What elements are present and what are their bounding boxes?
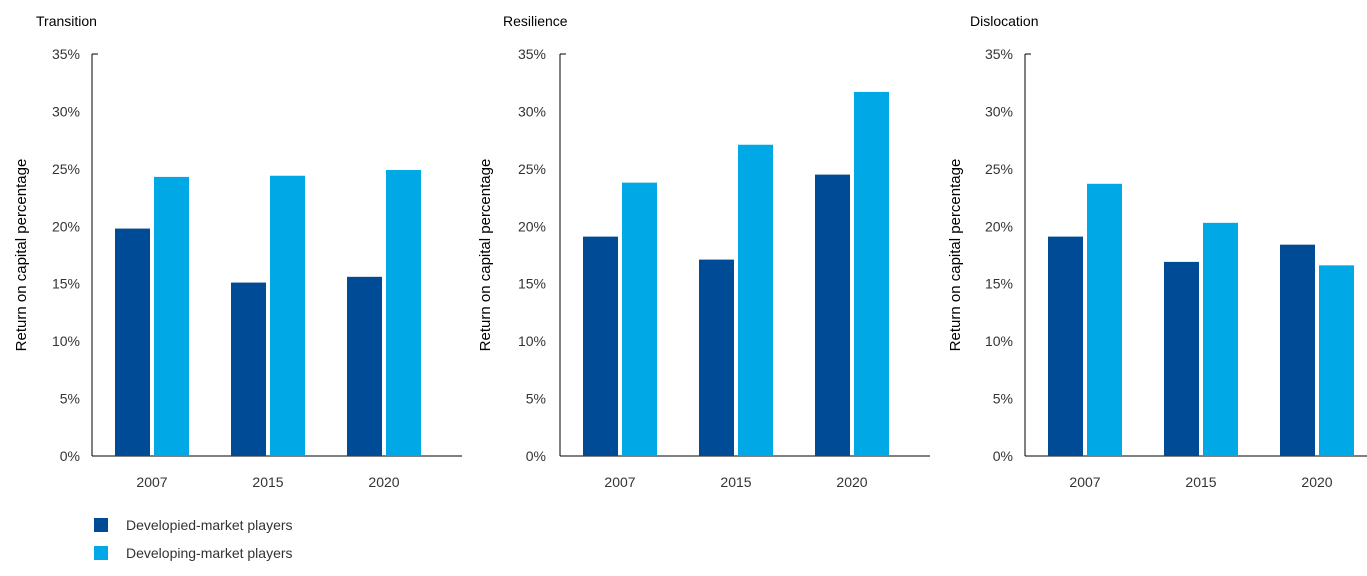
bar-developing-2015 — [738, 144, 773, 457]
chart-title: Resilience — [503, 13, 568, 29]
bar-developing-2007 — [622, 182, 657, 456]
y-tick-label: 30% — [985, 103, 1013, 119]
chart-title: Dislocation — [970, 13, 1038, 29]
bar-developed-2007 — [583, 236, 618, 456]
bar-developed-2007 — [115, 228, 150, 456]
y-tick-label: 5% — [526, 391, 546, 407]
y-tick-label: 30% — [52, 103, 80, 119]
bar-developed-2007 — [1048, 236, 1083, 456]
legend-swatch — [94, 546, 108, 560]
x-category-label: 2015 — [1185, 474, 1216, 490]
y-tick-label: 25% — [52, 161, 80, 177]
x-category-label: 2020 — [836, 474, 867, 490]
bar-developing-2020 — [1319, 265, 1354, 456]
x-category-label: 2007 — [136, 474, 167, 490]
bar-developing-2015 — [270, 175, 305, 456]
y-tick-label: 35% — [518, 46, 546, 62]
legend: Developied-market players Developing-mark… — [94, 517, 293, 561]
x-category-label: 2020 — [368, 474, 399, 490]
y-tick-label: 30% — [518, 103, 546, 119]
bar-developed-2020 — [347, 276, 382, 456]
y-tick-label: 25% — [518, 161, 546, 177]
bar-developing-2020 — [386, 170, 421, 456]
y-tick-label: 35% — [985, 46, 1013, 62]
y-tick-label: 10% — [985, 333, 1013, 349]
x-category-label: 2020 — [1301, 474, 1332, 490]
y-tick-label: 10% — [52, 333, 80, 349]
y-tick-label: 20% — [985, 218, 1013, 234]
legend-swatch — [94, 518, 108, 532]
chart-panel-2: Dislocation Return on capital percentage 0… — [947, 13, 1367, 490]
y-tick-label: 20% — [518, 218, 546, 234]
legend-item-developed: Developied-market players — [94, 517, 293, 533]
y-tick-label: 25% — [985, 161, 1013, 177]
x-category-label: 2015 — [252, 474, 283, 490]
bar-developing-2015 — [1203, 222, 1238, 456]
bar-developed-2020 — [1280, 244, 1315, 456]
bar-developed-2015 — [231, 282, 266, 456]
y-tick-label: 0% — [60, 448, 80, 464]
y-tick-label: 0% — [526, 448, 546, 464]
bar-developed-2015 — [699, 259, 734, 456]
y-tick-label: 15% — [518, 276, 546, 292]
legend-item-developing: Developing-market players — [94, 545, 293, 561]
y-tick-label: 5% — [993, 391, 1013, 407]
y-axis-title: Return on capital percentage — [947, 159, 964, 352]
y-tick-label: 15% — [52, 276, 80, 292]
x-category-label: 2007 — [604, 474, 635, 490]
chart-title: Transition — [36, 13, 97, 29]
chart-panel-0: Transition Return on capital percentage 0%… — [13, 13, 462, 490]
y-tick-label: 0% — [993, 448, 1013, 464]
y-tick-label: 5% — [60, 391, 80, 407]
legend-label: Developing-market players — [126, 545, 293, 561]
y-tick-label: 15% — [985, 276, 1013, 292]
y-tick-label: 20% — [52, 218, 80, 234]
bar-developing-2007 — [1087, 183, 1122, 456]
y-tick-label: 35% — [52, 46, 80, 62]
x-category-label: 2015 — [720, 474, 751, 490]
chart-panels: Transition Return on capital percentage 0%… — [13, 13, 1367, 490]
bar-developed-2015 — [1164, 261, 1199, 456]
chart-panel-1: Resilience Return on capital percentage 0%… — [477, 13, 930, 490]
bar-developed-2020 — [815, 174, 850, 456]
x-category-label: 2007 — [1069, 474, 1100, 490]
y-axis-title: Return on capital percentage — [13, 159, 30, 352]
y-axis-title: Return on capital percentage — [477, 159, 494, 352]
bar-developing-2020 — [854, 91, 889, 456]
y-tick-label: 10% — [518, 333, 546, 349]
bar-developing-2007 — [154, 176, 189, 456]
legend-label: Developied-market players — [126, 517, 293, 533]
